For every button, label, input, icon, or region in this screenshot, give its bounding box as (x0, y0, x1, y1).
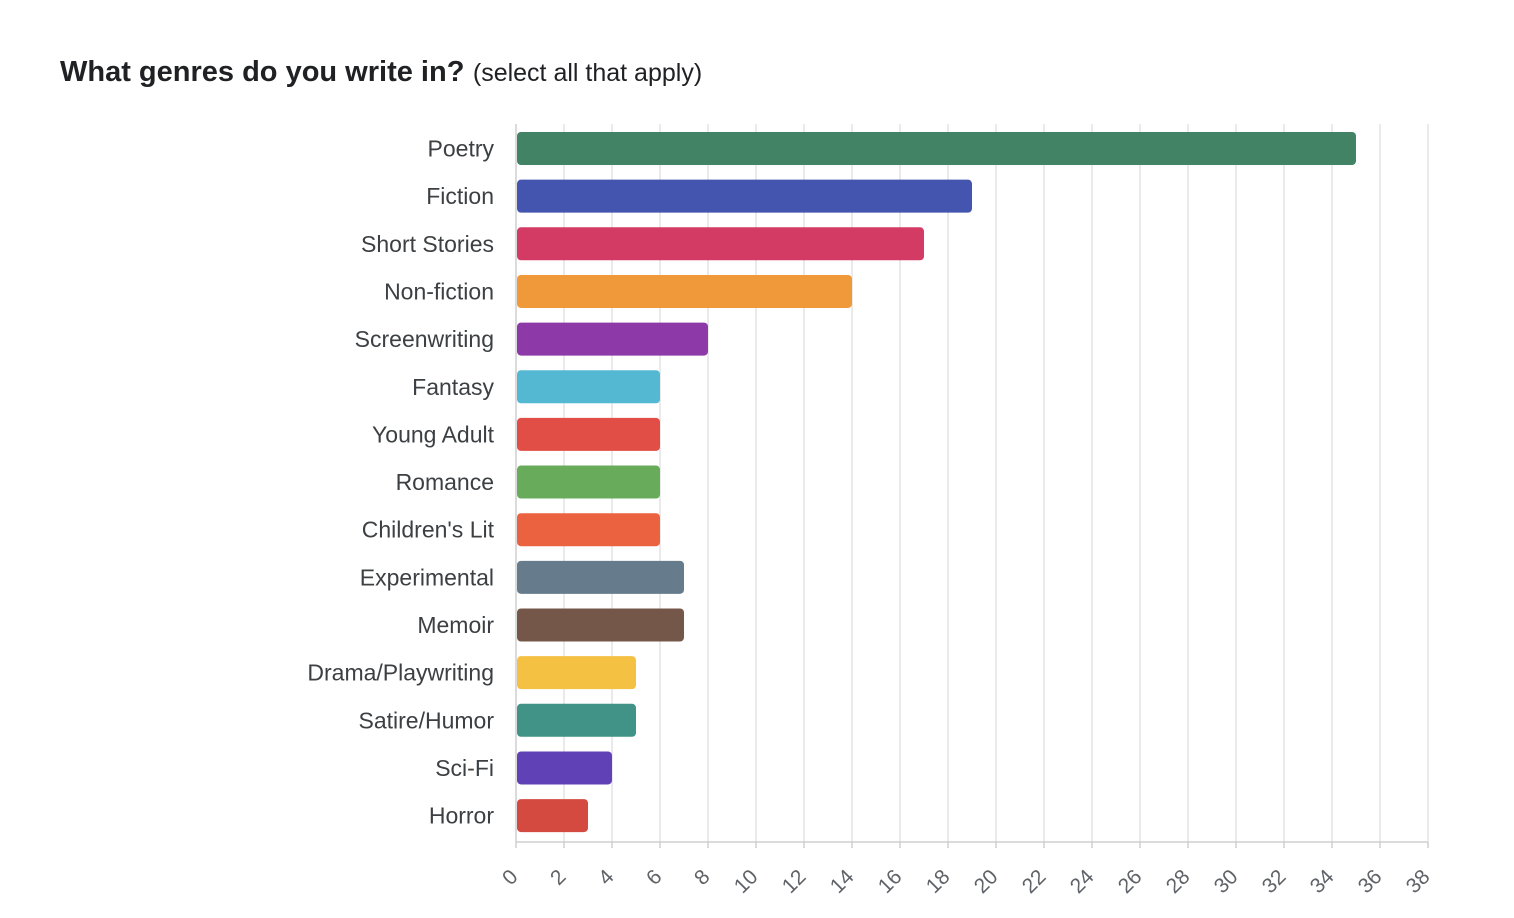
x-tick-label: 20 (970, 865, 1003, 898)
bar (517, 703, 636, 737)
category-label: Children's Lit (362, 517, 495, 543)
bar (517, 465, 660, 499)
bar (517, 608, 684, 642)
x-tick-label: 16 (874, 865, 907, 898)
x-tick-label: 28 (1162, 865, 1195, 898)
category-label: Non-fiction (384, 278, 494, 304)
x-tick-label: 6 (642, 865, 667, 890)
x-tick-label: 34 (1306, 865, 1339, 898)
bar (517, 513, 660, 547)
category-label: Experimental (360, 564, 494, 590)
x-tick-label: 8 (690, 865, 715, 890)
bar (517, 799, 588, 833)
bar (517, 132, 1356, 165)
chart-title: What genres do you write in? (select all… (60, 56, 702, 89)
x-tick-label: 26 (1114, 865, 1147, 898)
category-label: Fiction (426, 183, 494, 209)
x-tick-label: 0 (498, 865, 523, 890)
bar (517, 656, 636, 690)
x-tick-label: 10 (730, 865, 763, 898)
bar (517, 227, 924, 261)
bar (517, 179, 972, 213)
bar (517, 370, 660, 404)
bar (517, 751, 612, 785)
category-label: Short Stories (361, 231, 494, 257)
category-label: Poetry (428, 136, 495, 162)
bar (517, 322, 708, 356)
x-tick-label: 12 (778, 865, 811, 898)
x-tick-label: 2 (546, 865, 571, 890)
x-tick-label: 36 (1354, 865, 1387, 898)
x-tick-label: 18 (922, 865, 955, 898)
x-tick-label: 14 (826, 865, 859, 898)
category-label: Sci-Fi (435, 755, 494, 781)
category-label: Young Adult (372, 421, 495, 447)
x-tick-label: 22 (1018, 865, 1051, 898)
category-label: Satire/Humor (359, 707, 495, 733)
x-tick-label: 38 (1402, 865, 1435, 898)
bar (517, 560, 684, 594)
category-label: Horror (429, 803, 495, 829)
x-tick-label: 30 (1210, 865, 1243, 898)
bar (517, 417, 660, 451)
bar (517, 274, 852, 308)
x-tick-label: 4 (594, 865, 619, 890)
category-label: Memoir (417, 612, 494, 638)
category-label: Drama/Playwriting (307, 660, 494, 686)
question-subtitle: (select all that apply) (472, 59, 703, 87)
category-label: Screenwriting (355, 326, 494, 352)
category-label: Romance (396, 469, 494, 495)
question-text: What genres do you write in? (60, 56, 465, 88)
x-tick-label: 32 (1258, 865, 1291, 898)
category-label: Fantasy (412, 374, 494, 400)
x-tick-label: 24 (1066, 865, 1099, 898)
